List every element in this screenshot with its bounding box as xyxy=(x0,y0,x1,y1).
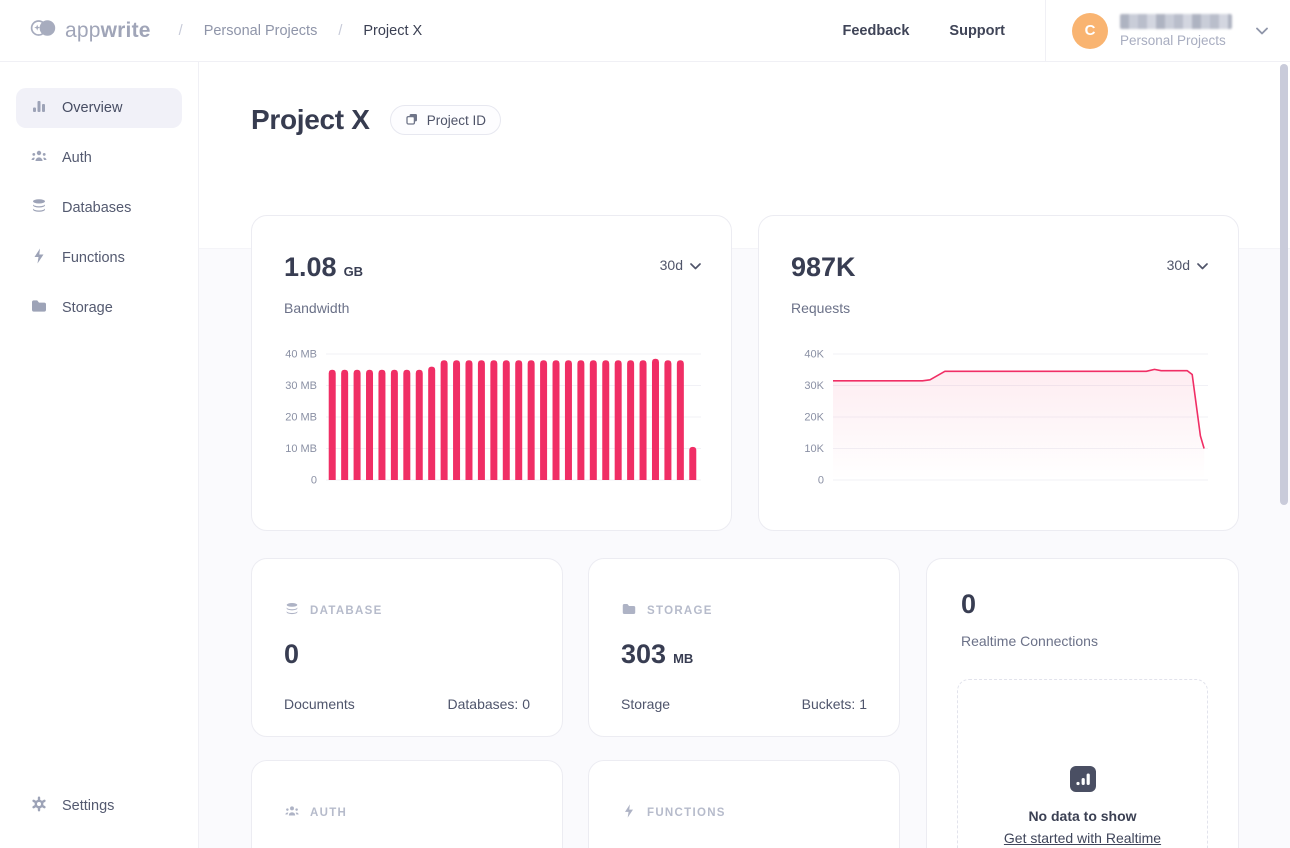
card-header-label: AUTH xyxy=(310,806,348,819)
realtime-connections-count: 0 xyxy=(961,589,977,619)
card-header-label: FUNCTIONS xyxy=(647,806,726,819)
folder-icon xyxy=(30,297,48,319)
appwrite-logo-icon xyxy=(30,19,56,42)
sidebar-item-auth[interactable]: Auth xyxy=(16,138,182,178)
svg-text:10 MB: 10 MB xyxy=(285,443,317,455)
sidebar-item-label: Auth xyxy=(62,150,92,166)
bandwidth-unit: GB xyxy=(343,264,364,279)
gear-icon xyxy=(30,795,48,817)
topbar-divider xyxy=(1045,0,1046,62)
database-card[interactable]: DATABASE 0 Documents Databases: 0 xyxy=(251,558,563,737)
sidebar: Overview Auth Databases Functions Storag… xyxy=(0,62,199,848)
chevron-down-icon xyxy=(690,257,701,273)
documents-count: 0 xyxy=(284,639,300,669)
period-value: 30d xyxy=(659,257,683,273)
database-icon xyxy=(30,197,48,219)
svg-text:20K: 20K xyxy=(804,412,824,424)
users-icon xyxy=(284,803,300,822)
breadcrumb-separator: / xyxy=(338,22,343,39)
svg-text:20 MB: 20 MB xyxy=(285,412,317,424)
bandwidth-card: 1.08 GB Bandwidth 30d 0 10 MB 20 MB 30 MB 40… xyxy=(251,215,732,531)
sidebar-item-storage[interactable]: Storage xyxy=(16,288,182,328)
breadcrumb: / Personal Projects / Project X xyxy=(179,23,423,39)
bandwidth-chart: 0 10 MB 20 MB 30 MB 40 MB xyxy=(280,347,707,494)
topbar: appwrite / Personal Projects / Project X… xyxy=(0,0,1290,62)
database-icon xyxy=(284,601,300,620)
page-title: Project X xyxy=(251,104,370,135)
get-started-realtime-link[interactable]: Get started with Realtime xyxy=(1003,830,1162,846)
card-header-label: DATABASE xyxy=(310,604,383,617)
users-icon xyxy=(30,147,48,169)
chevron-down-icon xyxy=(1197,257,1208,273)
sidebar-item-label: Storage xyxy=(62,300,113,316)
chevron-down-icon xyxy=(1256,27,1268,35)
sidebar-item-label: Databases xyxy=(62,200,132,216)
appwrite-logo[interactable]: appwrite xyxy=(30,19,151,43)
sidebar-item-functions[interactable]: Functions xyxy=(16,238,182,278)
bandwidth-value: 1.08 xyxy=(284,252,337,282)
main-content: Project X Project ID 1.08 GB Bandwidth 3… xyxy=(199,62,1290,848)
svg-text:40K: 40K xyxy=(804,349,824,361)
bandwidth-period-select[interactable]: 30d xyxy=(660,257,701,273)
sidebar-item-label: Functions xyxy=(62,250,125,266)
account-menu[interactable]: C Personal Projects xyxy=(1046,12,1290,49)
documents-label: Documents xyxy=(284,696,355,712)
no-data-title: No data to show xyxy=(1028,808,1137,824)
vertical-scrollbar[interactable] xyxy=(1280,64,1288,505)
project-id-badge[interactable]: Project ID xyxy=(389,105,501,135)
functions-card[interactable]: FUNCTIONS xyxy=(588,760,900,848)
sidebar-item-overview[interactable]: Overview xyxy=(16,88,182,128)
storage-card[interactable]: STORAGE 303 MB Storage Buckets: 1 xyxy=(588,558,900,737)
lightning-icon xyxy=(621,803,637,822)
sidebar-item-label: Settings xyxy=(62,798,115,814)
breadcrumb-separator: / xyxy=(178,22,183,39)
requests-chart: 0 10K 20K 30K 40K xyxy=(787,347,1214,494)
storage-label: Storage xyxy=(621,696,671,712)
sidebar-item-databases[interactable]: Databases xyxy=(16,188,182,228)
requests-label: Requests xyxy=(791,300,851,316)
storage-unit: MB xyxy=(673,651,694,666)
buckets-count: Buckets: 1 xyxy=(801,696,867,712)
svg-text:0: 0 xyxy=(311,475,317,487)
feedback-link[interactable]: Feedback xyxy=(842,22,910,39)
svg-text:30K: 30K xyxy=(804,380,824,392)
avatar: C xyxy=(1072,12,1108,49)
realtime-empty-state: No data to show Get started with Realtim… xyxy=(957,679,1208,848)
breadcrumb-organization[interactable]: Personal Projects xyxy=(203,22,318,39)
bar-chart-icon xyxy=(30,97,48,119)
svg-text:30 MB: 30 MB xyxy=(285,380,317,392)
requests-card: 987K Requests 30d 0 10K 20K 30K 40K xyxy=(758,215,1239,531)
support-link[interactable]: Support xyxy=(949,22,1005,39)
storage-value: 303 xyxy=(621,639,667,669)
breadcrumb-project[interactable]: Project X xyxy=(363,22,423,39)
requests-value: 987K xyxy=(791,252,856,282)
avatar-initial: C xyxy=(1084,22,1096,39)
period-value: 30d xyxy=(1166,257,1190,273)
svg-text:10K: 10K xyxy=(804,443,824,455)
realtime-connections-label: Realtime Connections xyxy=(961,633,1098,649)
lightning-icon xyxy=(30,247,48,269)
appwrite-logo-text: appwrite xyxy=(65,18,151,42)
databases-count: Databases: 0 xyxy=(447,696,531,712)
project-id-badge-label: Project ID xyxy=(426,112,486,128)
copy-icon xyxy=(405,112,419,129)
svg-text:40 MB: 40 MB xyxy=(285,349,317,361)
folder-icon xyxy=(621,601,637,620)
svg-text:0: 0 xyxy=(818,475,824,487)
card-header-label: STORAGE xyxy=(647,604,713,617)
account-organization: Personal Projects xyxy=(1120,32,1226,48)
realtime-card: 0 Realtime Connections No data to show G… xyxy=(926,558,1239,848)
sidebar-item-settings[interactable]: Settings xyxy=(16,786,182,826)
account-name-redacted xyxy=(1120,13,1232,29)
sidebar-item-label: Overview xyxy=(62,100,123,116)
auth-card[interactable]: AUTH xyxy=(251,760,563,848)
bandwidth-label: Bandwidth xyxy=(284,300,350,316)
no-data-chart-icon xyxy=(1069,766,1096,792)
requests-period-select[interactable]: 30d xyxy=(1167,257,1208,273)
